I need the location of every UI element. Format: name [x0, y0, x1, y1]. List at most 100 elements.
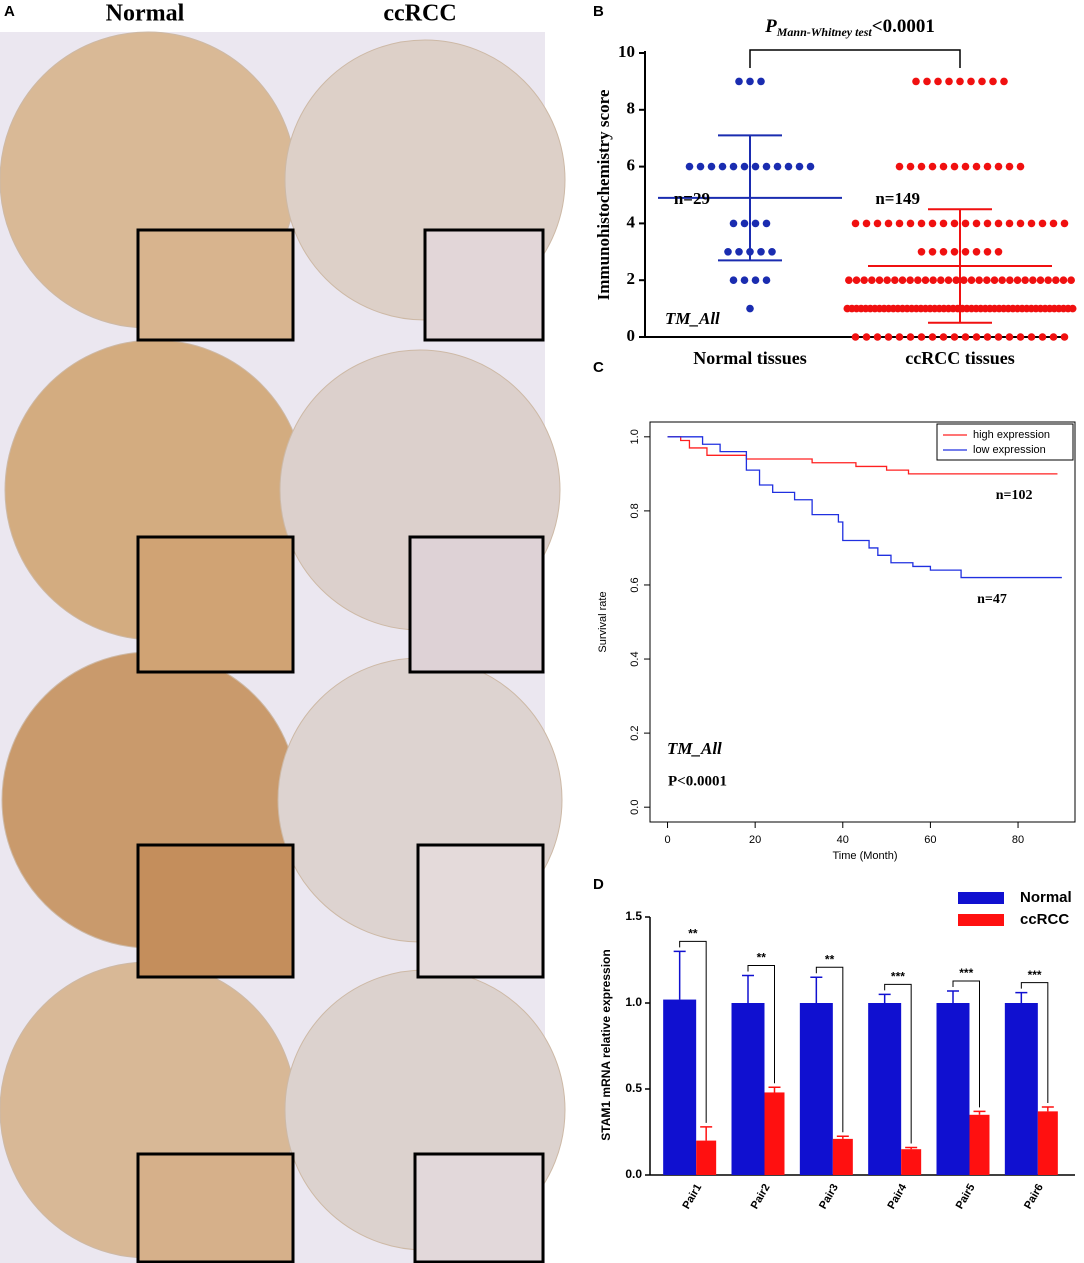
inset: [416, 843, 545, 979]
dot: [937, 276, 945, 285]
dot: [862, 333, 871, 341]
dot: [917, 333, 926, 341]
dot: [884, 333, 893, 341]
y-tick-label: 0.2: [629, 725, 641, 740]
inset: [413, 1152, 545, 1263]
dot: [729, 162, 738, 171]
dot: [757, 77, 765, 86]
annotation-sub: Mann-Whitney test: [776, 25, 873, 39]
dot: [1016, 219, 1025, 228]
dot: [917, 162, 926, 171]
note: TM_All: [667, 739, 722, 758]
dot: [950, 333, 959, 341]
bar: [731, 1003, 765, 1175]
x-tick-label: 40: [837, 834, 849, 846]
error-bar: [742, 974, 754, 1003]
dot: [1016, 162, 1025, 171]
dot: [906, 276, 914, 285]
annotation-rest: <0.0001: [872, 16, 935, 37]
bar: [764, 1092, 785, 1175]
dot: [898, 276, 907, 285]
dot: [972, 333, 981, 341]
dot: [1005, 333, 1014, 341]
y-tick-label: 1.0: [629, 429, 641, 444]
x-tick-label: Pair5: [954, 1182, 978, 1211]
inset: [136, 535, 295, 674]
y-axis-label: Survival rate: [597, 591, 609, 652]
dot: [1049, 333, 1058, 341]
dot: [740, 276, 749, 285]
n-label: n=102: [996, 488, 1033, 503]
dot: [851, 219, 860, 228]
error-bar: [973, 1110, 986, 1115]
y-axis-label: Immunohistochemistry score: [594, 89, 613, 300]
dot: [1027, 219, 1036, 228]
dot: [994, 162, 1003, 171]
bar: [1004, 1003, 1038, 1175]
dot: [1052, 276, 1060, 285]
n-label: n=149: [875, 189, 920, 208]
error-bar: [1041, 1106, 1054, 1112]
error-bar: [768, 1086, 781, 1093]
inset: [136, 1152, 295, 1263]
legend-label: high expression: [973, 429, 1050, 441]
legend-swatch: [958, 914, 1004, 926]
dot: [972, 248, 981, 256]
dot: [929, 276, 937, 285]
significance-bracket: [952, 980, 980, 1108]
dot: [998, 276, 1006, 285]
panel-label: D: [593, 876, 604, 893]
dot: [952, 276, 960, 285]
dot: [762, 162, 771, 171]
dot: [1036, 276, 1045, 285]
significance-bracket: [815, 966, 844, 1133]
significance-label: **: [688, 927, 698, 941]
dot: [685, 162, 694, 171]
dot: [873, 333, 882, 341]
significance-bracket: [747, 964, 775, 1084]
panel-label: C: [593, 359, 604, 376]
dot: [917, 219, 926, 228]
dot: [983, 276, 991, 285]
dot: [862, 219, 871, 228]
dot: [895, 219, 904, 228]
dot: [967, 276, 976, 285]
dot: [718, 162, 727, 171]
dot: [762, 219, 771, 228]
significance-label: ***: [1028, 968, 1042, 982]
dot: [961, 162, 970, 171]
error-bar: [810, 976, 823, 1003]
dot: [914, 276, 922, 285]
inset: [423, 228, 545, 342]
dot: [934, 77, 942, 86]
significance-label: ***: [891, 970, 905, 984]
dot: [784, 162, 793, 171]
dot: [961, 219, 970, 228]
dot: [740, 219, 749, 228]
dot: [1038, 333, 1047, 341]
x-tick-label: Pair4: [885, 1181, 909, 1211]
dot: [967, 77, 975, 86]
dot: [740, 162, 749, 171]
dot: [751, 219, 760, 228]
x-tick-label: 0: [664, 834, 670, 846]
dot: [1060, 219, 1069, 228]
bar: [799, 1003, 833, 1175]
y-axis-label: STAM1 mRNA relative expression: [599, 949, 613, 1140]
dot: [960, 276, 968, 285]
dot: [1060, 333, 1069, 341]
dot: [735, 248, 743, 256]
bar: [832, 1138, 853, 1175]
legend-box: [936, 423, 1074, 461]
bar: [1037, 1111, 1058, 1175]
y-tick-label: 4: [627, 212, 636, 231]
dot: [961, 248, 970, 256]
dot: [1005, 219, 1014, 228]
dot: [972, 162, 981, 171]
dot: [1059, 276, 1068, 285]
error-bar: [836, 1135, 849, 1139]
significance-bracket: [884, 983, 912, 1144]
plot-frame: [649, 421, 1076, 823]
x-tick-label: Pair1: [680, 1182, 704, 1211]
